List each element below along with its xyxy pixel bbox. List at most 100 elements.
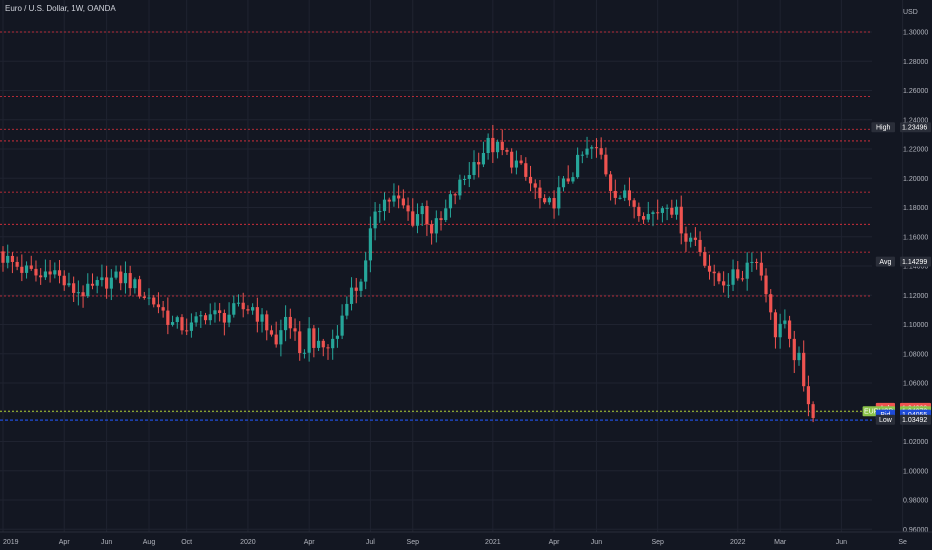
candle-body[interactable] — [279, 330, 283, 345]
candle-body[interactable] — [152, 297, 156, 305]
candle-body[interactable] — [302, 352, 307, 354]
candle-body[interactable] — [510, 151, 514, 168]
candle-body[interactable] — [613, 190, 617, 198]
candle-body[interactable] — [170, 322, 175, 325]
candle-body[interactable] — [430, 224, 434, 234]
candle-body[interactable] — [415, 214, 420, 226]
candle-body[interactable] — [406, 205, 410, 212]
candle-body[interactable] — [717, 273, 721, 282]
candle-body[interactable] — [274, 334, 278, 345]
candle-body[interactable] — [260, 314, 264, 322]
candle-body[interactable] — [792, 338, 796, 361]
candle-body[interactable] — [20, 266, 24, 273]
candle-body[interactable] — [660, 208, 664, 213]
candle-body[interactable] — [679, 206, 683, 234]
candle-body[interactable] — [203, 315, 208, 321]
candle-body[interactable] — [331, 338, 335, 349]
candle-body[interactable] — [24, 265, 29, 273]
candle-body[interactable] — [156, 304, 161, 308]
candle-body[interactable] — [298, 331, 302, 354]
candle-body[interactable] — [543, 198, 547, 203]
candle-body[interactable] — [133, 279, 137, 289]
candle-body[interactable] — [580, 154, 584, 156]
candle-body[interactable] — [637, 206, 641, 217]
candle-body[interactable] — [185, 330, 189, 332]
candle-body[interactable] — [632, 200, 636, 207]
candle-body[interactable] — [43, 271, 47, 278]
candle-body[interactable] — [594, 147, 599, 149]
candle-body[interactable] — [514, 160, 518, 168]
candle-body[interactable] — [722, 281, 726, 286]
candle-body[interactable] — [698, 239, 702, 252]
candle-body[interactable] — [684, 233, 688, 242]
candle-body[interactable] — [759, 262, 763, 276]
candle-body[interactable] — [288, 316, 292, 329]
candle-body[interactable] — [34, 268, 38, 276]
candle-body[interactable] — [401, 198, 405, 206]
candle-body[interactable] — [538, 187, 542, 199]
candle-body[interactable] — [166, 310, 170, 325]
candle-body[interactable] — [29, 265, 33, 269]
candle-body[interactable] — [251, 307, 255, 311]
candle-body[interactable] — [806, 386, 811, 405]
candle-body[interactable] — [354, 287, 358, 291]
candle-body[interactable] — [76, 292, 80, 294]
candle-body[interactable] — [467, 175, 471, 179]
candle-body[interactable] — [439, 218, 443, 221]
candle-body[interactable] — [227, 314, 231, 323]
candle-body[interactable] — [689, 237, 693, 242]
candle-body[interactable] — [368, 228, 372, 261]
candle-body[interactable] — [326, 347, 330, 349]
candle-body[interactable] — [48, 271, 52, 275]
candle-body[interactable] — [726, 284, 730, 286]
candle-body[interactable] — [674, 206, 679, 215]
candle-body[interactable] — [364, 260, 368, 282]
candle-body[interactable] — [10, 255, 15, 262]
candle-body[interactable] — [411, 211, 415, 226]
candle-body[interactable] — [100, 277, 104, 281]
candle-body[interactable] — [472, 162, 476, 176]
candle-body[interactable] — [382, 199, 387, 212]
candle-body[interactable] — [618, 197, 622, 199]
candle-body[interactable] — [444, 208, 448, 221]
candle-body[interactable] — [123, 273, 128, 284]
candle-body[interactable] — [561, 178, 566, 188]
candle-body[interactable] — [269, 330, 274, 335]
candle-body[interactable] — [72, 283, 76, 293]
candle-body[interactable] — [67, 283, 71, 286]
candle-body[interactable] — [797, 352, 801, 361]
candle-body[interactable] — [641, 216, 646, 220]
candle-body[interactable] — [736, 269, 740, 279]
candle-body[interactable] — [213, 310, 217, 315]
candle-body[interactable] — [95, 280, 99, 286]
candle-body[interactable] — [373, 211, 377, 229]
candle-body[interactable] — [15, 261, 19, 267]
candle-body[interactable] — [359, 281, 363, 291]
candle-body[interactable] — [293, 328, 297, 332]
candle-body[interactable] — [81, 292, 85, 297]
candle-body[interactable] — [425, 206, 429, 225]
candle-body[interactable] — [105, 277, 109, 289]
candle-body[interactable] — [39, 275, 43, 278]
candle-body[interactable] — [769, 294, 773, 313]
candle-body[interactable] — [378, 211, 382, 213]
candle-body[interactable] — [109, 277, 113, 289]
candle-body[interactable] — [236, 302, 241, 304]
candle-body[interactable] — [6, 255, 10, 263]
candle-body[interactable] — [783, 320, 787, 324]
candle-body[interactable] — [232, 303, 236, 315]
candle-body[interactable] — [566, 178, 570, 182]
candle-body[interactable] — [208, 314, 212, 321]
candle-body[interactable] — [448, 194, 453, 209]
candle-body[interactable] — [731, 269, 735, 285]
candle-body[interactable] — [665, 207, 669, 209]
candle-body[interactable] — [627, 190, 632, 201]
candle-body[interactable] — [486, 137, 490, 154]
candle-body[interactable] — [1, 251, 5, 263]
candle-body[interactable] — [604, 154, 608, 175]
candle-body[interactable] — [745, 262, 749, 279]
candle-body[interactable] — [651, 212, 655, 214]
candle-body[interactable] — [764, 275, 768, 295]
